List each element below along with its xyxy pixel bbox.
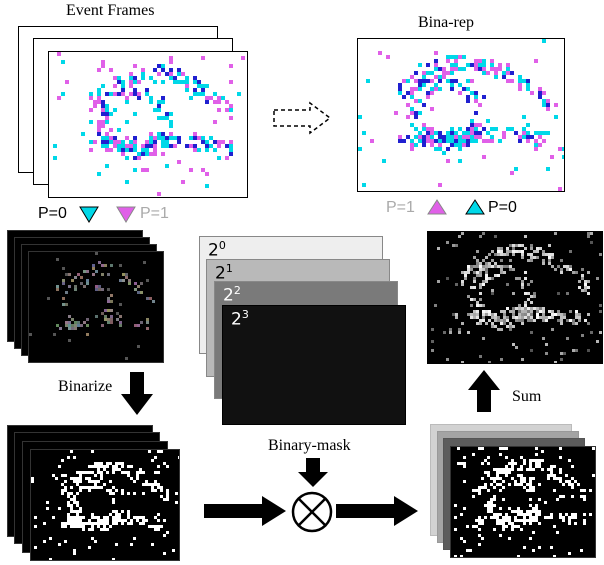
weight-plane-3: 23 — [222, 305, 406, 425]
dark-frame-front — [28, 251, 164, 363]
legend-left-p0-label: P=0 — [38, 205, 67, 222]
event-frames-title: Event Frames — [66, 2, 155, 19]
weight-label-2: 22 — [223, 284, 241, 306]
sum-up-arrow-icon — [468, 370, 500, 412]
weight-label-3: 23 — [231, 308, 249, 330]
event-frame-pixels — [53, 52, 245, 196]
cyan-up-triangle-icon — [465, 199, 485, 215]
sum-label: Sum — [512, 388, 542, 405]
weight-label-1: 21 — [215, 262, 233, 284]
sum-result-pixels — [431, 232, 602, 363]
binarize-down-arrow-icon — [121, 372, 153, 415]
binary-frame-front — [30, 449, 180, 561]
weighted-frame-pixels — [454, 447, 595, 557]
bina-rep-pixels — [358, 39, 564, 191]
weighted-frame-front — [450, 446, 596, 558]
legend-right-p1-label: P=1 — [386, 199, 415, 216]
binary-mask-down-arrow-icon — [298, 458, 328, 487]
dashed-arrow-icon — [273, 101, 332, 135]
binary-mask-label: Binary-mask — [268, 437, 351, 454]
weight-label-0: 20 — [208, 239, 226, 261]
right-arrow-icon-1 — [204, 496, 286, 526]
sum-result-frame — [427, 231, 603, 364]
event-frame-front — [48, 51, 248, 198]
cyan-down-triangle-icon — [79, 206, 99, 223]
magenta-down-triangle-icon — [116, 206, 136, 223]
bina-rep-frame — [357, 38, 565, 192]
legend-left-p1-label: P=1 — [140, 205, 169, 222]
circled-times-icon — [291, 491, 333, 533]
dark-frame-pixels — [29, 252, 155, 360]
legend-right-p0-label: P=0 — [488, 199, 517, 216]
binary-frame-pixels — [31, 450, 179, 560]
magenta-up-triangle-icon — [427, 199, 447, 215]
right-arrow-icon-2 — [336, 496, 418, 526]
bina-rep-title: Bina-rep — [418, 14, 474, 31]
binarize-label: Binarize — [58, 378, 113, 395]
